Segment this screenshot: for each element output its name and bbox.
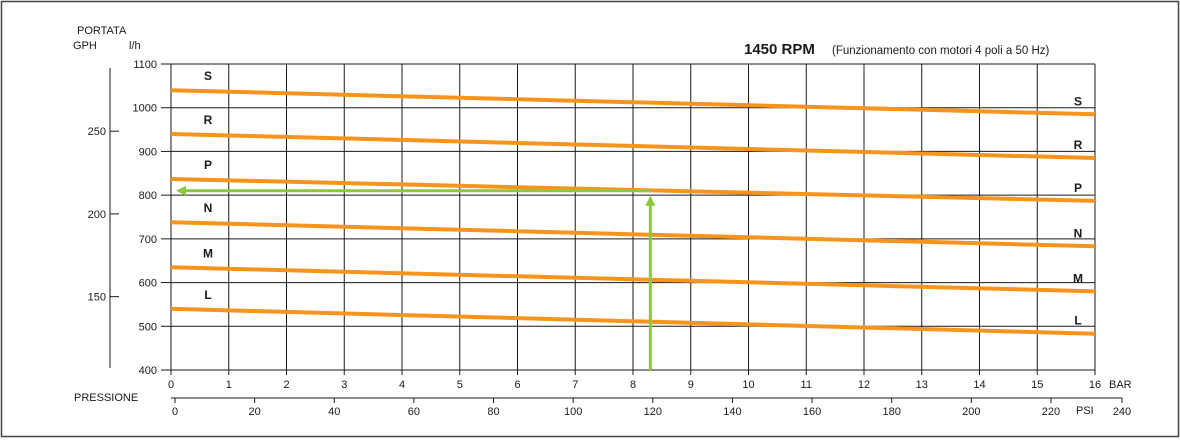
lh-unit-label: l/h xyxy=(129,40,141,52)
bar-tick-label: 2 xyxy=(283,379,289,391)
psi-tick-label: 20 xyxy=(249,406,261,418)
gph-tick-label: 150 xyxy=(88,292,106,304)
curve-label-left-P: P xyxy=(204,158,212,172)
bar-tick-label: 7 xyxy=(572,379,578,391)
curve-label-right-N: N xyxy=(1074,226,1083,240)
curve-M xyxy=(170,265,1096,294)
psi-unit-label: PSI xyxy=(1076,405,1094,417)
bar-tick-label: 13 xyxy=(916,379,928,391)
bar-tick-label: 12 xyxy=(858,379,870,391)
rpm-note: (Funzionamento con motori 4 poli a 50 Hz… xyxy=(832,45,1049,57)
curve-label-right-L: L xyxy=(1074,314,1081,328)
psi-tick-label: 80 xyxy=(487,406,499,418)
bar-tick-label: 0 xyxy=(168,379,174,391)
lh-tick-label: 800 xyxy=(139,190,157,202)
curve-label-left-S: S xyxy=(204,69,212,83)
psi-tick-label: 120 xyxy=(644,406,662,418)
curve-label-right-M: M xyxy=(1073,271,1083,285)
bar-tick-label: 14 xyxy=(973,379,985,391)
curve-label-right-R: R xyxy=(1074,138,1083,152)
bar-tick-label: 11 xyxy=(801,379,812,391)
gph-tick-label: 200 xyxy=(88,209,106,221)
lh-tick-label: 700 xyxy=(139,234,157,246)
lh-tick-label: 1000 xyxy=(133,103,157,115)
curve-label-right-P: P xyxy=(1074,181,1082,195)
bar-tick-label: 9 xyxy=(688,379,694,391)
psi-tick-label: 60 xyxy=(408,406,420,418)
curve-L xyxy=(170,306,1096,336)
psi-tick-label: 100 xyxy=(564,406,582,418)
series-curves: S S R R P P N N M M L L xyxy=(170,69,1096,336)
psi-tick-label: 40 xyxy=(328,406,340,418)
gph-tick-label: 250 xyxy=(88,126,106,138)
psi-tick-label: 0 xyxy=(172,406,178,418)
curve-label-left-N: N xyxy=(204,201,213,215)
rpm-title: 1450 RPM xyxy=(744,41,815,58)
psi-tick-label: 180 xyxy=(883,406,901,418)
bar-tick-label: 16 xyxy=(1089,379,1101,391)
bar-tick-label: 5 xyxy=(457,379,463,391)
pressure-axis-title: PRESSIONE xyxy=(74,392,138,404)
curve-R xyxy=(170,131,1096,160)
bar-tick-label: 1 xyxy=(226,379,232,391)
bar-unit-label: BAR xyxy=(1109,379,1132,391)
psi-tick-label: 160 xyxy=(803,406,821,418)
lh-tick-label: 1100 xyxy=(133,59,157,71)
bar-tick-label: 6 xyxy=(514,379,520,391)
bar-tick-label: 8 xyxy=(630,379,636,391)
bar-tick-label: 3 xyxy=(341,379,347,391)
curve-label-right-S: S xyxy=(1074,94,1082,108)
psi-tick-label: 140 xyxy=(723,406,741,418)
psi-tick-label: 240 xyxy=(1113,406,1131,418)
lh-tick-label: 600 xyxy=(139,278,157,290)
bar-tick-label: 15 xyxy=(1031,379,1043,391)
curve-S xyxy=(170,88,1096,117)
flow-axis-title: PORTATA xyxy=(77,25,127,37)
bar-tick-label: 4 xyxy=(399,379,405,391)
lh-tick-label: 900 xyxy=(139,146,157,158)
curve-label-left-L: L xyxy=(204,288,211,302)
gph-unit-label: GPH xyxy=(73,40,97,52)
psi-tick-label: 200 xyxy=(962,406,980,418)
curve-N xyxy=(170,220,1096,249)
bar-tick-label: 10 xyxy=(742,379,754,391)
lh-tick-label: 500 xyxy=(139,321,157,333)
curve-label-left-M: M xyxy=(203,246,213,260)
psi-tick-label: 220 xyxy=(1042,406,1060,418)
operating-point-annotation xyxy=(176,185,656,370)
lh-tick-label: 400 xyxy=(139,365,157,377)
curve-label-left-R: R xyxy=(204,113,213,127)
